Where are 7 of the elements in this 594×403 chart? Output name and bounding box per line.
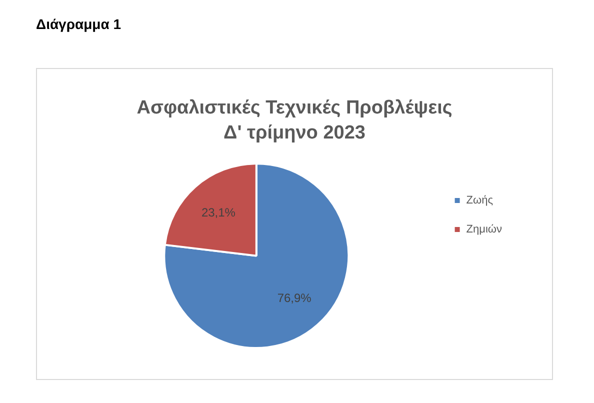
data-label: 76,9% xyxy=(277,290,312,305)
chart-title: Ασφαλιστικές Τεχνικές Προβλέψεις xyxy=(136,98,452,119)
legend-label: Ζωής xyxy=(466,194,494,207)
text: Διάγραμμα 1 xyxy=(36,16,122,32)
legend-label: Ζημιών xyxy=(466,224,502,236)
chart-subtitle: Δ' τρίμηνο 2023 xyxy=(224,122,366,144)
data-label: 23,1% xyxy=(201,205,236,220)
